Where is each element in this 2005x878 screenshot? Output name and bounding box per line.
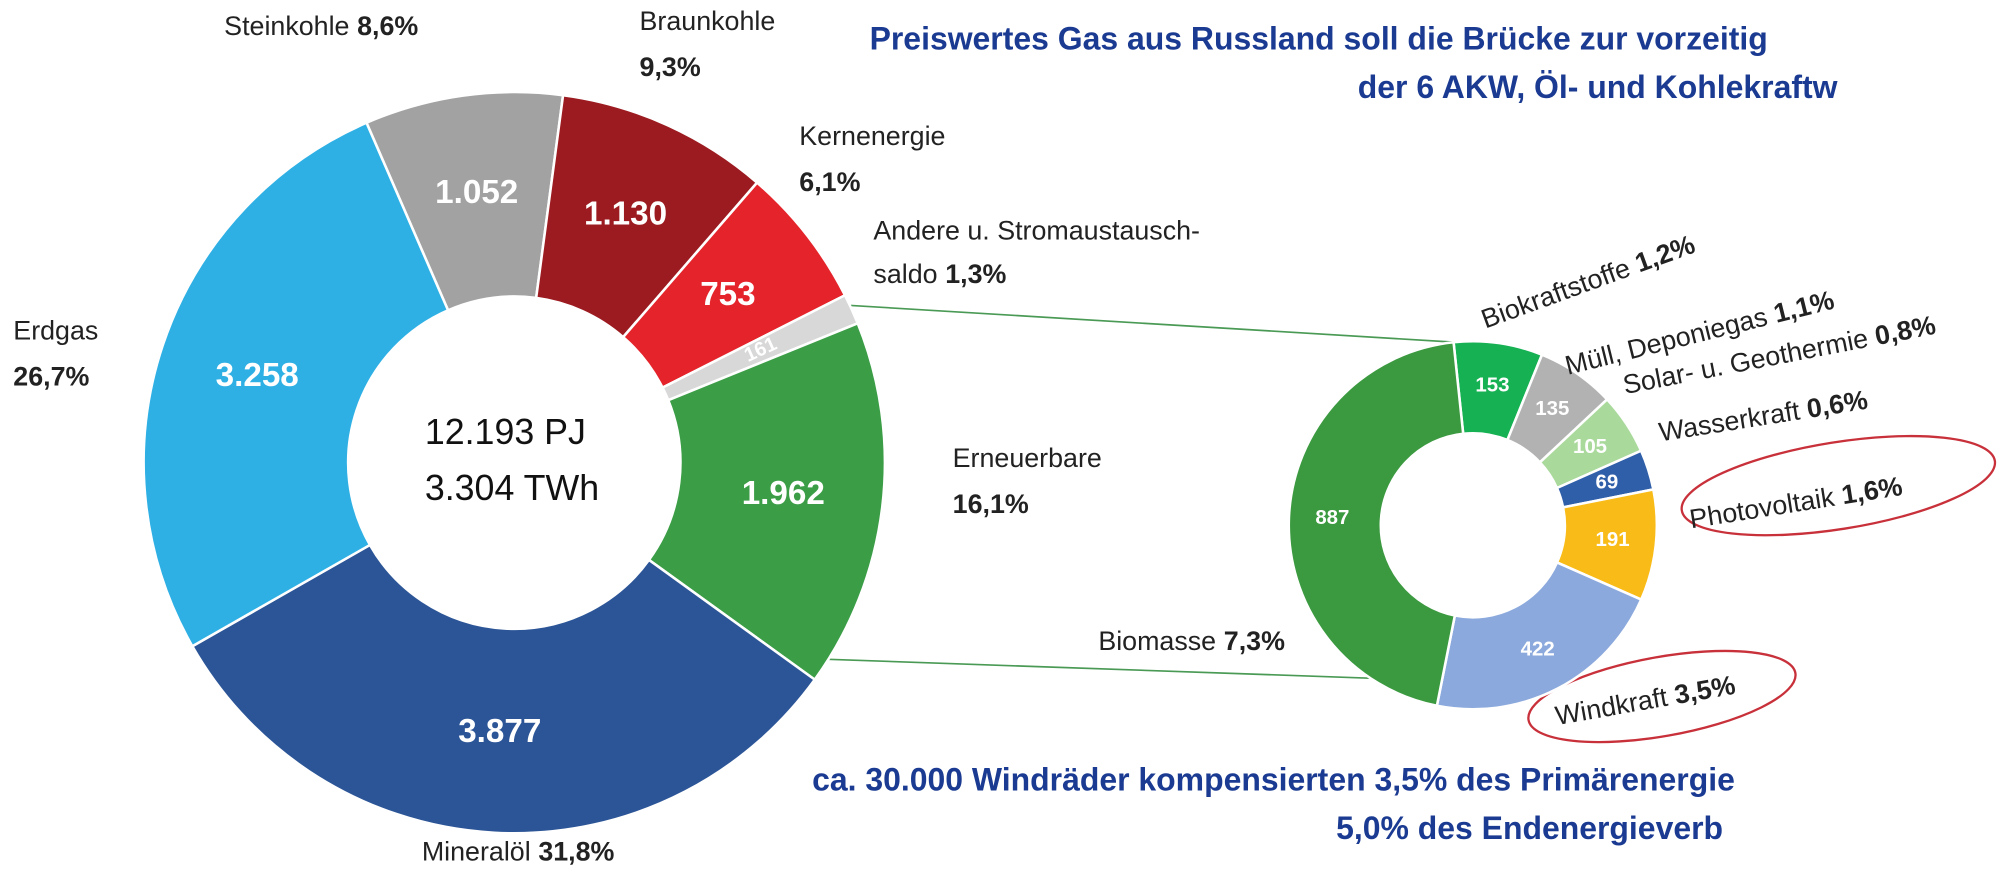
percent-label: 9,3% (640, 52, 701, 82)
category-label: Windkraft (1553, 682, 1670, 731)
category-label: Kernenergie (799, 121, 945, 151)
segment-label: Erdgas 26,7% (13, 315, 98, 391)
value-label: 3.877 (458, 713, 541, 750)
value-label: 3.258 (216, 357, 299, 394)
segment-label: Braunkohle 9,3% (640, 6, 776, 82)
highlight-ellipse (1680, 434, 1997, 537)
center-label: 12.193 PJ (425, 412, 586, 452)
category-label: Wasserkraft 0,6% (1657, 385, 1870, 448)
category-label: Biokraftstoffe (1477, 253, 1634, 335)
category-label: Steinkohle (224, 11, 349, 41)
category-label: Braunkohle (640, 6, 776, 36)
segment-label: Windkraft 3,5% (1553, 670, 1738, 731)
value-label: 105 (1573, 435, 1607, 458)
segment-label: Steinkohle 8,6% (224, 11, 418, 41)
category-label: Wasserkraft (1657, 396, 1803, 448)
category-label: Mineralöl 31,8% (422, 837, 615, 867)
highlight-ellipse (1527, 649, 1797, 744)
value-label: 1.962 (742, 475, 825, 512)
percent-label: 0,8% (1872, 310, 1938, 351)
segment-label: Biomasse 7,3% (1098, 626, 1285, 656)
title: Preiswertes Gas aus Russland soll die Br… (870, 20, 1768, 56)
category-label: Biokraftstoffe1,2% (1477, 229, 1699, 334)
segment-label: Biokraftstoffe1,2% (1477, 229, 1699, 334)
connector-line (795, 657, 1420, 681)
category-label: Andere u. Stromaustausch- (873, 216, 1200, 246)
value-label: 191 (1595, 528, 1629, 551)
percent-label: 8,6% (357, 11, 418, 41)
segment-label: Kernenergie 6,1% (799, 121, 945, 197)
donut-segment (647, 321, 887, 682)
percent-label: 1,1% (1771, 285, 1838, 329)
percent-label: 3,5% (1672, 670, 1738, 710)
category-label: Erneuerbare (953, 443, 1102, 473)
category-label: Biomasse 7,3% (1098, 626, 1285, 656)
segment-label: Mineralöl 31,8% (422, 837, 615, 867)
percent-label: 7,3% (1224, 626, 1285, 656)
value-label: 422 (1521, 637, 1555, 660)
donut-segment (1435, 560, 1643, 711)
donut-segment (1287, 340, 1465, 708)
donut-segment (190, 543, 817, 835)
category-label: Steinkohle 8,6% (224, 11, 418, 41)
note: 5,0% des Endenergieverb (1336, 810, 1723, 846)
category-label: Erdgas (13, 315, 98, 345)
percent-label: 31,8% (538, 837, 614, 867)
category-label: Biomasse (1098, 626, 1216, 656)
segment-label: Andere u. Stromaustausch-saldo 1,3% (873, 216, 1200, 289)
percent-label: 1,2% (1631, 229, 1699, 278)
value-label: 69 (1595, 470, 1618, 493)
center-label: 3.304 TWh (425, 468, 599, 508)
category-label: Windkraft 3,5% (1553, 670, 1738, 731)
value-label: 887 (1315, 506, 1349, 529)
percent-label: 1,3% (945, 259, 1006, 289)
percent-label: 6,1% (799, 167, 860, 197)
percent-label: 0,6% (1805, 385, 1870, 424)
value-label: 135 (1535, 397, 1569, 420)
category-label: saldo 1,3% (873, 259, 1006, 289)
donut-segment (142, 121, 450, 648)
value-label: 153 (1475, 373, 1509, 396)
percent-label: 16,1% (953, 489, 1029, 519)
percent-label: 26,7% (13, 361, 89, 391)
note: ca. 30.000 Windräder kompensierten 3,5% … (812, 762, 1735, 798)
segment-label: Erneuerbare 16,1% (953, 443, 1102, 519)
value-label: 1.130 (584, 195, 667, 232)
category-label: Mineralöl (422, 837, 531, 867)
connector-line (850, 304, 1461, 344)
title: der 6 AKW, Öl- und Kohlekraftw (1358, 69, 1838, 105)
value-label: 753 (700, 276, 755, 313)
percent-label: 1,6% (1839, 471, 1904, 510)
category-label: Photovoltaik (1687, 482, 1837, 535)
segment-label: Wasserkraft 0,6% (1657, 385, 1870, 448)
category-label: saldo (873, 259, 937, 289)
value-label: 1.052 (435, 174, 518, 211)
